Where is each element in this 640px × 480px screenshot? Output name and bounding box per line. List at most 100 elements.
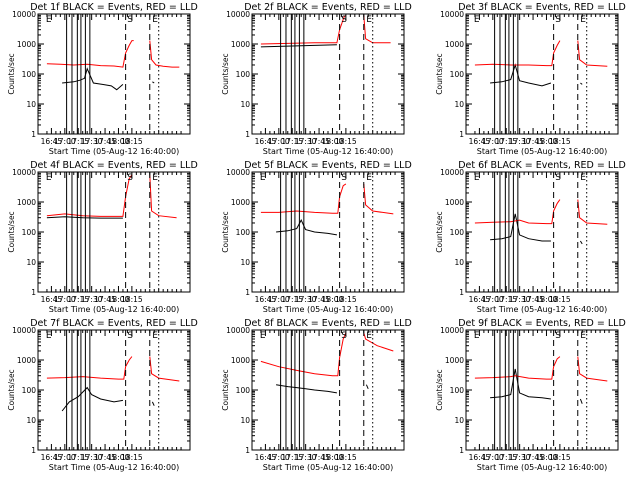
events-line — [366, 239, 368, 240]
y-tick-label: 1000 — [17, 356, 36, 365]
event-marker: E — [152, 331, 158, 341]
event-marker: E — [366, 15, 372, 25]
x-axis-label: Start Time (05-Aug-12 16:40:00) — [263, 463, 394, 472]
y-tick-label: 100 — [450, 386, 465, 395]
x-tick-label: 18:15 — [335, 295, 357, 304]
x-axis-label: Start Time (05-Aug-12 16:40:00) — [477, 463, 608, 472]
plot-frame — [466, 330, 618, 450]
detector-panel: Det 9f BLACK = Events, RED = LLDE S E11010… — [435, 318, 626, 472]
x-tick-label: 18:15 — [335, 453, 357, 462]
y-tick-label: 10 — [454, 100, 464, 109]
lld-line — [150, 357, 180, 381]
panel-title: Det 3f BLACK = Events, RED = LLD — [458, 2, 626, 13]
plot-frame — [252, 14, 404, 134]
y-tick-label: 1 — [31, 130, 36, 139]
panel-title: Det 9f BLACK = Events, RED = LLD — [458, 318, 626, 329]
events-line — [490, 214, 551, 241]
detector-panel: Det 5f BLACK = Events, RED = LLDE S E11010… — [221, 160, 412, 314]
y-tick-label: 1000 — [445, 40, 464, 49]
event-marker: E — [366, 173, 372, 183]
y-axis-label: Counts/sec — [7, 211, 16, 252]
lld-line — [578, 200, 608, 225]
plot-frame — [38, 14, 190, 134]
plot-frame — [38, 330, 190, 450]
y-axis-label: Counts/sec — [221, 369, 230, 410]
event-marker: E — [580, 173, 586, 183]
y-tick-label: 1000 — [231, 198, 250, 207]
y-tick-label: 1000 — [231, 40, 250, 49]
y-axis-label: Counts/sec — [221, 53, 230, 94]
panel-title: Det 4f BLACK = Events, RED = LLD — [30, 160, 198, 171]
y-tick-label: 10000 — [12, 168, 36, 177]
events-line — [580, 399, 582, 404]
event-marker: E — [580, 331, 586, 341]
lld-line — [364, 184, 394, 214]
x-axis-label: Start Time (05-Aug-12 16:40:00) — [49, 147, 180, 156]
x-axis-label: Start Time (05-Aug-12 16:40:00) — [49, 463, 180, 472]
event-marker: E — [580, 15, 586, 25]
y-tick-label: 100 — [450, 70, 465, 79]
y-tick-label: 10 — [240, 100, 250, 109]
detector-panel: Det 3f BLACK = Events, RED = LLD E S E 1 10 10… — [435, 2, 626, 156]
y-tick-label: 10 — [26, 416, 36, 425]
y-tick-label: 1000 — [445, 356, 464, 365]
y-tick-label: 1000 — [445, 198, 464, 207]
y-tick-label: 10000 — [12, 326, 36, 335]
events-line — [580, 241, 582, 244]
y-tick-label: 10 — [454, 416, 464, 425]
events-line — [490, 65, 551, 86]
y-axis-label: Counts/sec — [435, 369, 444, 410]
y-tick-label: 1000 — [231, 356, 250, 365]
detector-panel: Det 6f BLACK = Events, RED = LLDE S E11010… — [435, 160, 626, 314]
panel-title: Det 8f BLACK = Events, RED = LLD — [244, 318, 412, 329]
y-tick-label: 100 — [22, 70, 37, 79]
x-tick-label: 18:15 — [121, 295, 143, 304]
panel-title: Det 5f BLACK = Events, RED = LLD — [244, 160, 412, 171]
y-tick-label: 1 — [245, 288, 250, 297]
events-line — [276, 220, 337, 235]
plot-frame — [38, 172, 190, 292]
x-axis-label: Start Time (05-Aug-12 16:40:00) — [263, 147, 394, 156]
events-line — [490, 369, 551, 399]
detector-panel: Det 7f BLACK = Events, RED = LLDE S E11010… — [7, 318, 198, 472]
events-line — [152, 82, 154, 83]
panel-title: Det 2f BLACK = Events, RED = LLD — [244, 2, 412, 13]
plot-frame — [466, 14, 618, 134]
event-marker: E — [152, 173, 158, 183]
y-tick-label: 1 — [245, 130, 250, 139]
events-line — [62, 388, 123, 411]
y-tick-label: 100 — [236, 228, 251, 237]
y-tick-label: 10000 — [440, 10, 464, 19]
y-tick-label: 1 — [31, 446, 36, 455]
events-line — [366, 385, 368, 389]
y-tick-label: 10000 — [440, 326, 464, 335]
lld-line — [578, 41, 608, 67]
y-tick-label: 10 — [240, 416, 250, 425]
lld-line — [578, 357, 608, 381]
x-tick-label: 18:15 — [121, 137, 143, 146]
y-tick-label: 1000 — [17, 40, 36, 49]
plot-frame — [252, 172, 404, 292]
x-tick-label: 18:15 — [549, 295, 571, 304]
lld-line — [150, 41, 180, 68]
y-tick-label: 100 — [22, 228, 37, 237]
y-tick-label: 10000 — [226, 10, 250, 19]
y-tick-label: 10 — [26, 258, 36, 267]
event-marker: E — [366, 331, 372, 341]
y-tick-label: 100 — [22, 386, 37, 395]
x-tick-label: 18:15 — [335, 137, 357, 146]
panel-title: Det 1f BLACK = Events, RED = LLD — [30, 2, 198, 13]
x-axis-label: Start Time (05-Aug-12 16:40:00) — [477, 305, 608, 314]
events-line — [580, 83, 582, 84]
y-tick-label: 1 — [245, 446, 250, 455]
y-tick-label: 1 — [31, 288, 36, 297]
y-tick-label: 10 — [26, 100, 36, 109]
detector-panel: Det 4f BLACK = Events, RED = LLDE S E11010… — [7, 160, 198, 314]
y-tick-label: 100 — [236, 386, 251, 395]
y-tick-label: 100 — [236, 70, 251, 79]
plot-frame — [466, 172, 618, 292]
events-line — [62, 69, 123, 90]
x-tick-label: 18:15 — [549, 137, 571, 146]
panel-title: Det 7f BLACK = Events, RED = LLD — [30, 318, 198, 329]
